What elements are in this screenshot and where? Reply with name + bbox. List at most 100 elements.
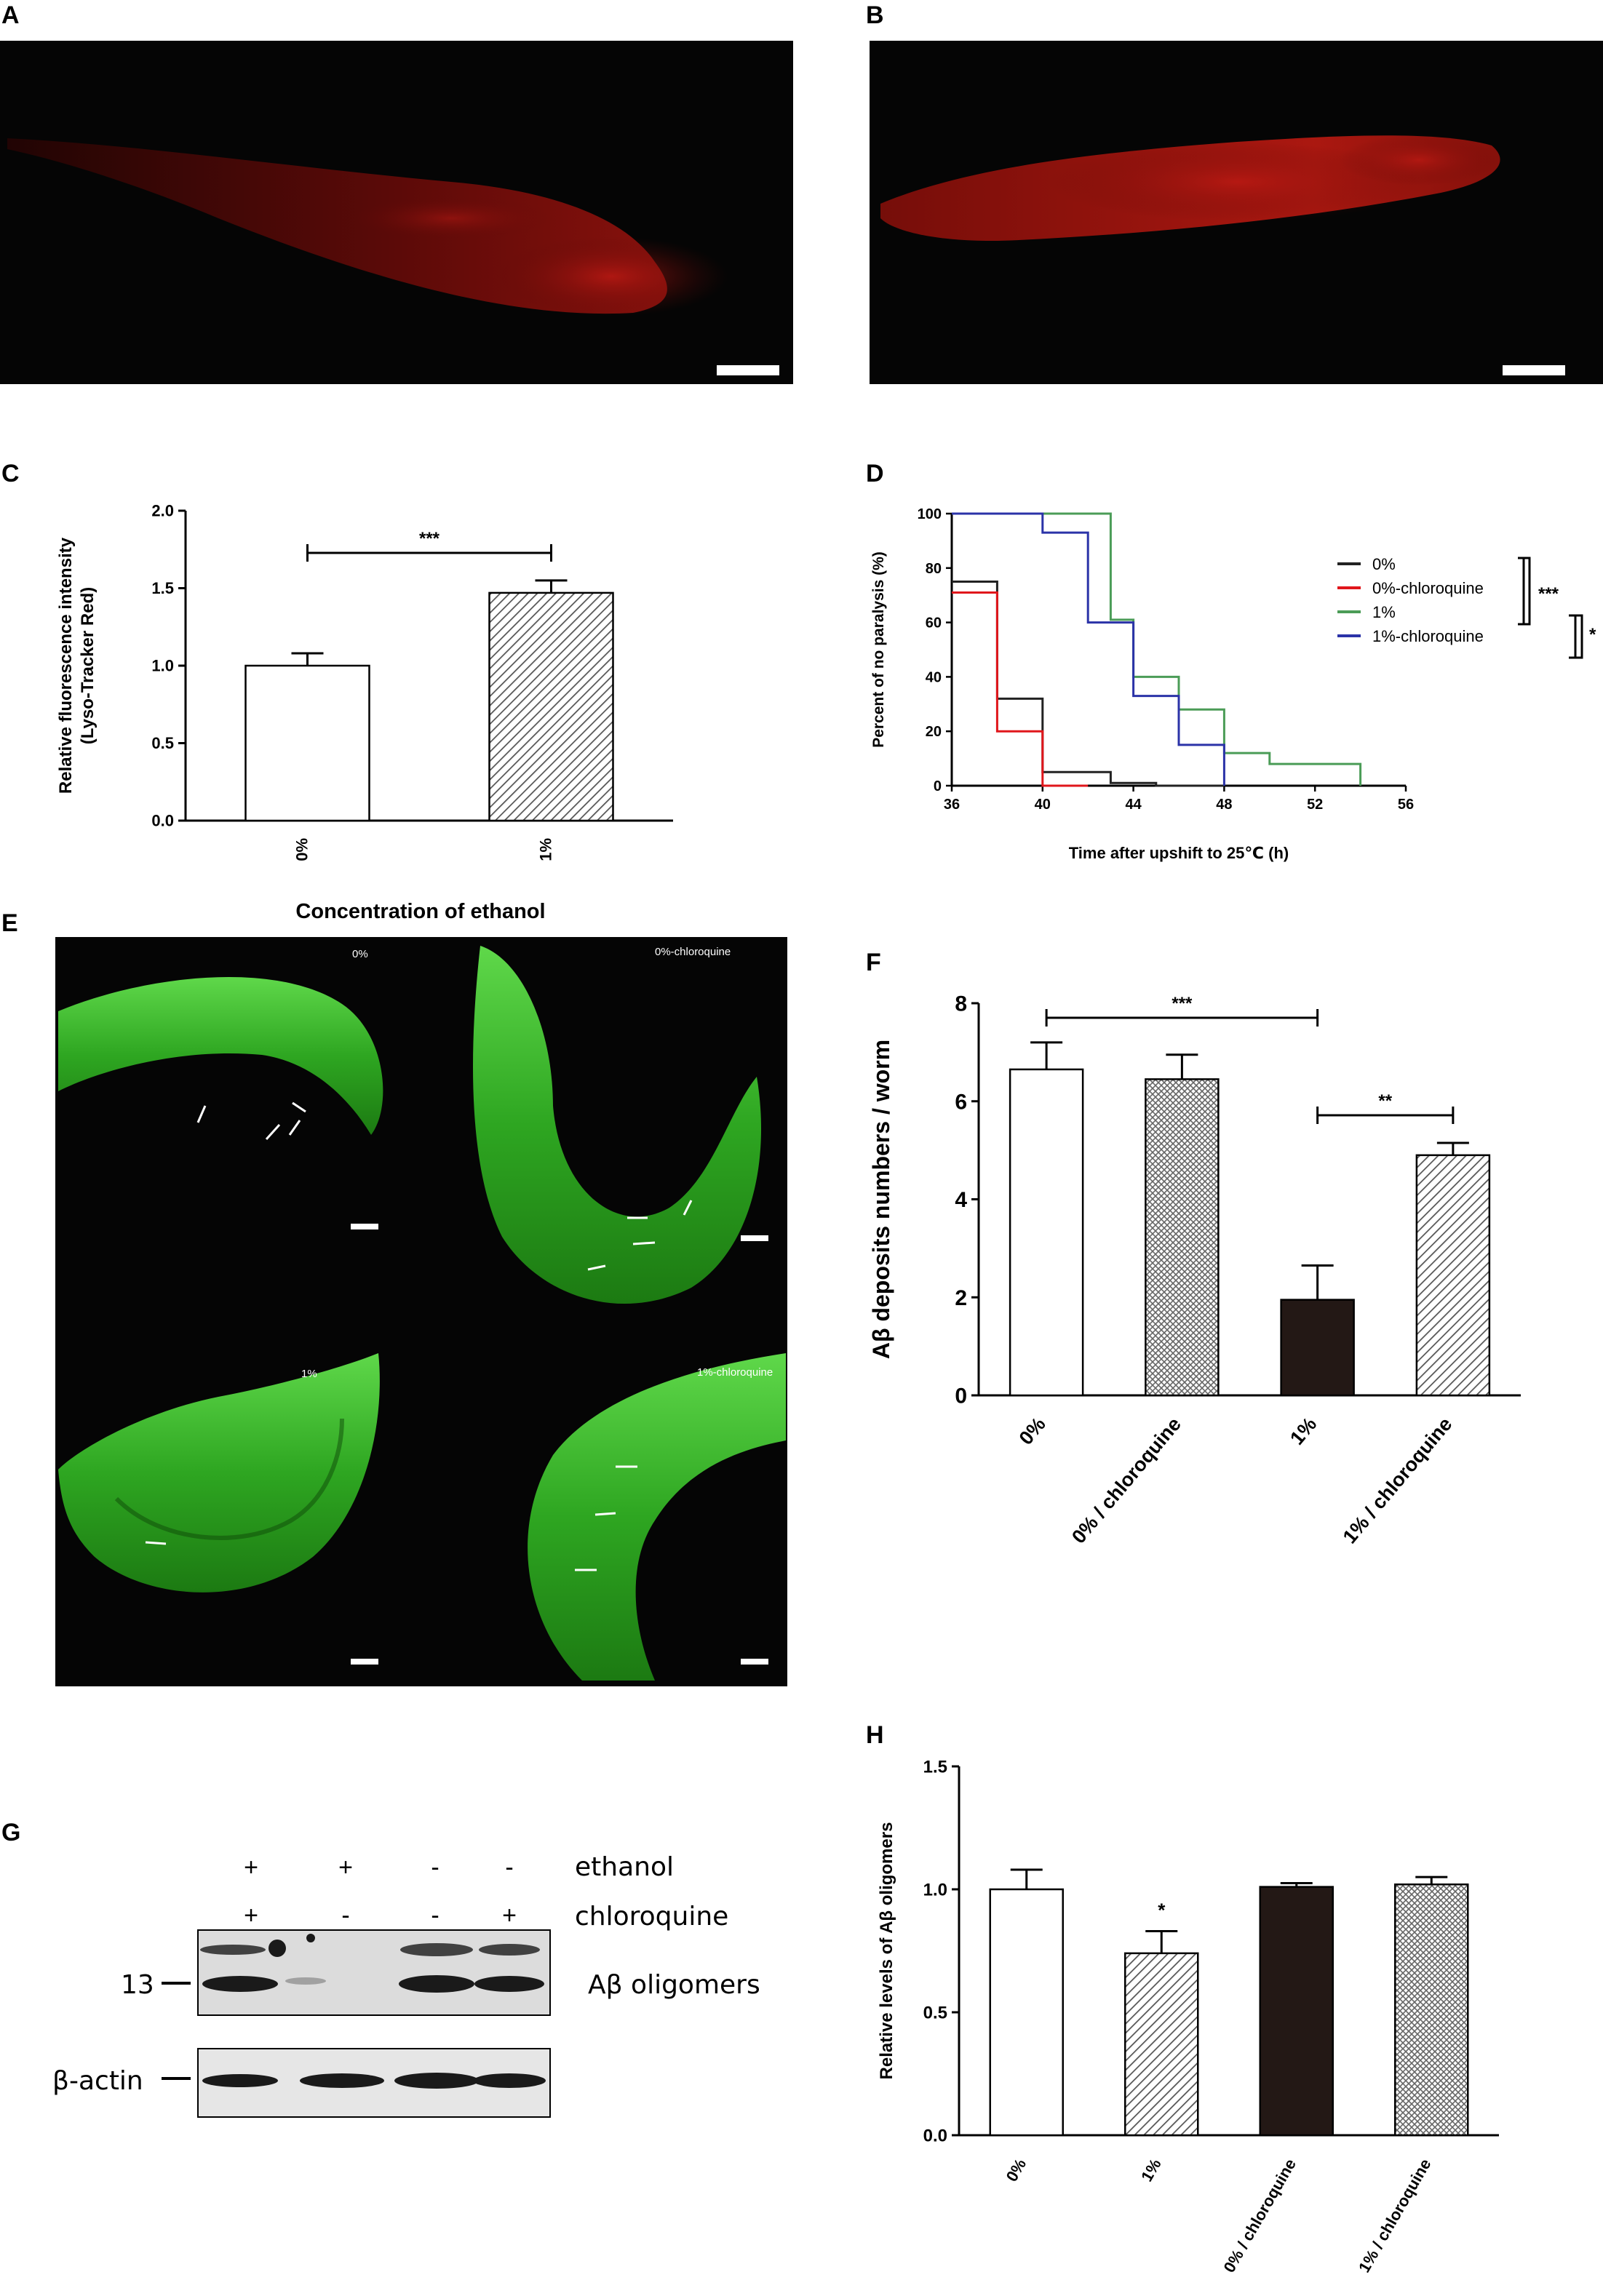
significance-label: * — [1589, 625, 1596, 645]
x-tick-label: 0% — [1015, 1414, 1050, 1449]
row-label-ethanol: ethanol — [575, 1852, 674, 1882]
x-axis-label: Time after upshift to 25℃ (h) — [1069, 844, 1289, 862]
y-tick-label: 2 — [955, 1286, 967, 1310]
significance-bracket — [1518, 557, 1531, 626]
row-label-chloroquine: chloroquine — [575, 1902, 728, 1932]
sign-chl-2: - — [431, 1902, 439, 1929]
x-tick-label: 1% — [1286, 1414, 1321, 1449]
x-tick-label: 56 — [1398, 797, 1414, 813]
panel-letters: A B C D E F G H — [1, 1, 884, 1846]
y-axis-label: Relative fluorescence intensity — [56, 537, 76, 794]
y-tick-label: 80 — [926, 561, 942, 577]
panel-label-h: H — [866, 1721, 884, 1749]
y-tick-label: 60 — [926, 615, 942, 631]
x-tick-label: 1% — [1137, 2156, 1165, 2185]
chart-h: 0.0 0.5 1.0 1.5 0% 1% 0% / chloroquine 1% / chl… — [877, 1757, 1499, 2276]
scale-bar — [1503, 365, 1565, 375]
panel-e: Concentration of ethanol — [55, 900, 787, 1686]
y-tick-label: 1.0 — [923, 1880, 947, 1900]
y-tick-label: 6 — [955, 1090, 967, 1114]
y-tick-label: 0 — [955, 1384, 967, 1408]
panel-e-title: Concentration of ethanol — [295, 900, 545, 923]
chart-c: 0.0 0.5 1.0 1.5 2.0 0% 1% *** Relative fluoresce… — [56, 502, 673, 861]
y-axis-label: Aβ deposits numbers / worm — [868, 1040, 894, 1359]
legend-label: 0% — [1372, 555, 1396, 573]
y-tick-label: 1.0 — [151, 657, 174, 675]
scale-bar — [717, 365, 779, 375]
chart-f: 0 2 4 6 8 0% 0% / chloroquine 1% 1% / chloroquin… — [868, 992, 1521, 1548]
sign-eth-1: + — [338, 1854, 353, 1881]
significance-label: *** — [419, 529, 440, 549]
panel-label-b: B — [866, 1, 884, 29]
sign-chl-0: + — [244, 1902, 258, 1929]
x-tick-label: 40 — [1035, 797, 1051, 813]
x-tick-label: 36 — [944, 797, 960, 813]
bar-0 — [244, 664, 370, 822]
x-tick-label: 48 — [1216, 797, 1232, 813]
tile-label-1: 0%-chloroquine — [655, 946, 731, 958]
bar-2 — [1259, 1886, 1334, 2137]
x-tick-label: 1% / chloroquine — [1355, 2156, 1435, 2276]
y-tick-label: 0.0 — [923, 2126, 947, 2145]
arrow-markers — [145, 1101, 693, 1571]
y-axis-label: (Lyso-Tracker Red) — [78, 587, 98, 745]
y-tick-label: 1.5 — [151, 579, 174, 597]
band-label-actin: β-actin — [52, 2066, 143, 2096]
y-tick-label: 0.5 — [151, 734, 174, 752]
y-tick-label: 20 — [926, 724, 942, 740]
x-tick-label: 0% — [293, 838, 311, 861]
y-axis-label: Percent of no paralysis (%) — [870, 551, 887, 748]
panel-label-a: A — [1, 1, 20, 29]
panel-b-micrograph — [870, 41, 1603, 384]
y-tick-label: 0.0 — [151, 812, 174, 830]
x-tick-label: 1% — [537, 838, 555, 861]
band-label-abeta: Aβ oligomers — [588, 1970, 760, 2000]
bar-3 — [1394, 1883, 1469, 2137]
legend-label: 1% — [1372, 603, 1396, 621]
sign-chl-3: + — [502, 1902, 517, 1929]
y-tick-label: 40 — [926, 669, 942, 685]
tile-label-2: 1% — [301, 1368, 317, 1380]
significance-label: *** — [1538, 584, 1559, 604]
mw-marker: 13 — [121, 1970, 154, 2000]
bar-1 — [1145, 1078, 1220, 1397]
tile-label-0: 0% — [352, 948, 368, 960]
panel-a-micrograph — [0, 41, 793, 384]
panel-label-g: G — [1, 1819, 20, 1846]
y-tick-label: 1.5 — [923, 1757, 947, 1777]
sign-eth-0: + — [244, 1854, 258, 1881]
panel-g-blot: + + - - + - - + ethanol chloroquine 13 A… — [52, 1852, 760, 2118]
panel-label-d: D — [866, 460, 884, 487]
y-axis-label: Relative levels of Aβ oligomers — [877, 1822, 896, 2080]
sign-chl-1: - — [341, 1902, 349, 1929]
series-line-2 — [952, 512, 1362, 786]
y-tick-label: 8 — [955, 992, 967, 1016]
bar-0 — [1009, 1068, 1084, 1397]
x-tick-label: 44 — [1125, 797, 1142, 813]
panel-label-f: F — [866, 949, 881, 976]
bar-2 — [1280, 1299, 1355, 1397]
legend-label: 1%-chloroquine — [1372, 627, 1484, 645]
series-line-1 — [952, 591, 1089, 787]
x-tick-label: 0% — [1003, 2156, 1030, 2185]
x-tick-label: 1% / chloroquine — [1339, 1414, 1457, 1548]
scale-bars — [351, 1224, 768, 1665]
bar-0 — [989, 1888, 1064, 2137]
panel-label-e: E — [1, 909, 18, 937]
x-tick-label: 52 — [1307, 797, 1323, 813]
bar-1 — [488, 591, 614, 822]
significance-bracket — [1569, 614, 1583, 659]
chart-d: 0 20 40 60 80 100 36 40 44 48 52 56 0% 0%-chloroquine… — [870, 506, 1596, 862]
series-line-3 — [952, 512, 1225, 786]
tile-label-3: 1%-chloroquine — [697, 1366, 773, 1379]
sign-eth-3: - — [505, 1854, 513, 1881]
sign-eth-2: - — [431, 1854, 439, 1881]
y-tick-label: 100 — [918, 506, 942, 522]
x-tick-label: 0% / chloroquine — [1067, 1414, 1185, 1548]
significance-label: *** — [1172, 994, 1193, 1013]
y-tick-label: 0 — [934, 778, 942, 794]
y-tick-label: 2.0 — [151, 502, 174, 520]
significance-label: ** — [1378, 1091, 1392, 1111]
legend-label: 0%-chloroquine — [1372, 579, 1484, 597]
